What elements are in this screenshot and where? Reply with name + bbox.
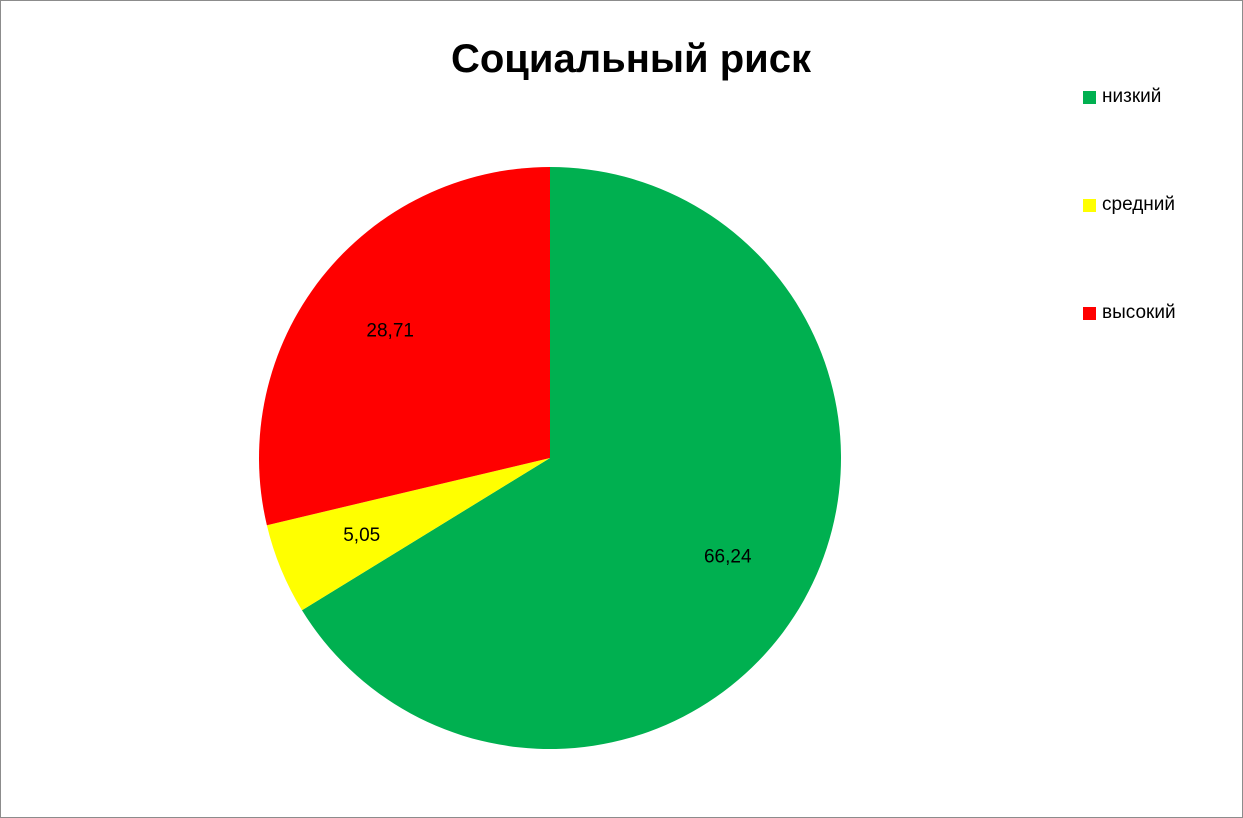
- legend: низкий средний высокий: [1083, 83, 1176, 407]
- legend-label-medium: средний: [1102, 194, 1176, 215]
- chart-title: Социальный риск: [450, 37, 812, 81]
- pie-slice-medium: [266, 458, 550, 611]
- pie-slice-high: [258, 167, 550, 526]
- legend-label-low: низкий: [1102, 86, 1162, 107]
- slice-label-high: 28,71: [366, 321, 414, 342]
- legend-swatch-high: [1083, 306, 1096, 320]
- legend-item-low: низкий: [1083, 83, 1176, 111]
- legend-swatch-low: [1083, 90, 1096, 104]
- slice-label-low: 66,24: [704, 546, 752, 567]
- slice-label-medium: 5,05: [343, 525, 380, 546]
- legend-swatch-medium: [1083, 198, 1096, 212]
- legend-label-high: высокий: [1102, 302, 1176, 323]
- legend-item-high: высокий: [1083, 299, 1176, 327]
- pie-slice-low: [301, 167, 842, 750]
- legend-item-medium: средний: [1083, 191, 1176, 219]
